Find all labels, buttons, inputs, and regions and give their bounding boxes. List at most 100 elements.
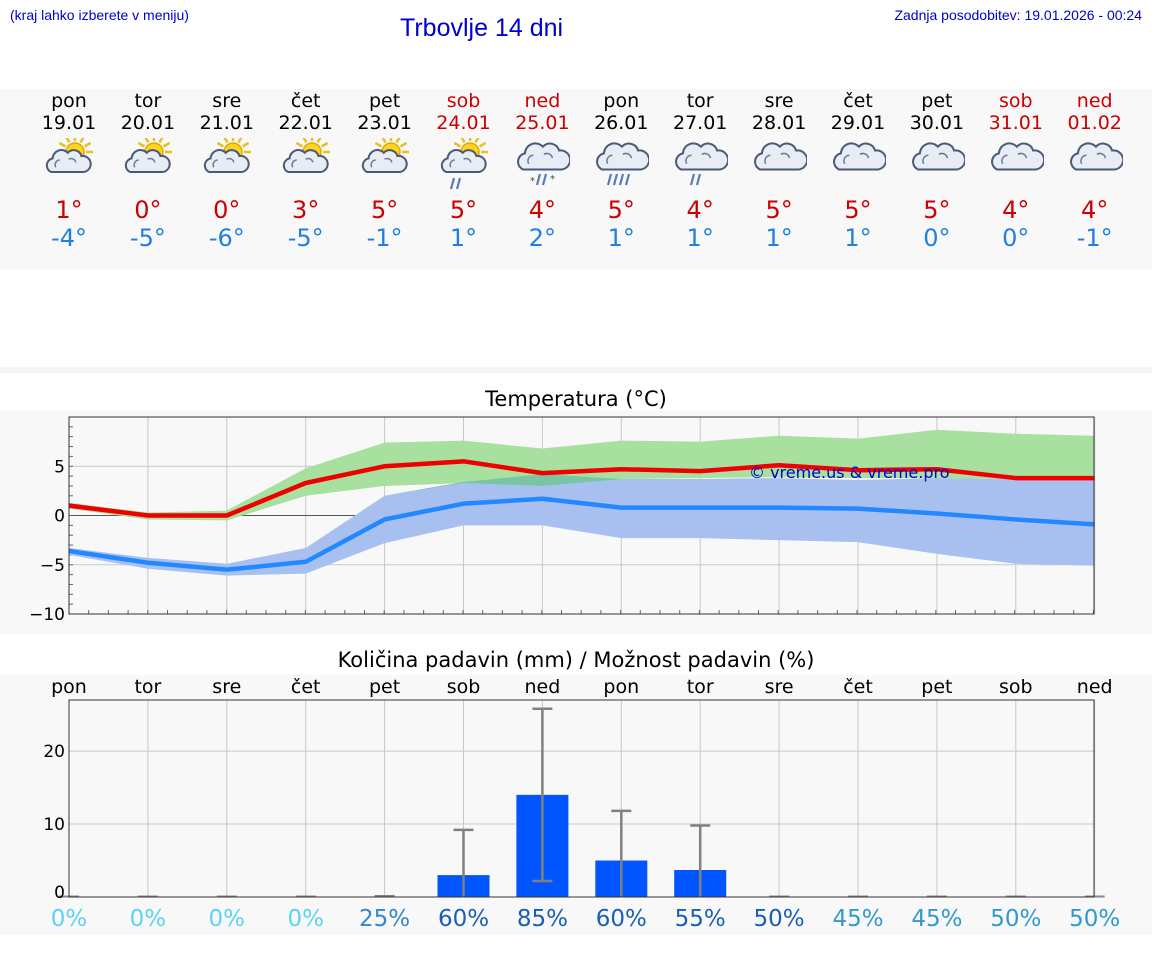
temp-min: 1° [607,224,635,252]
day-name: pon [51,90,87,112]
temp-max: 5° [607,196,635,224]
weather-icon [361,138,409,173]
day-name: pet [921,90,953,112]
precip-probability: 50% [754,906,805,932]
weather-icon [833,142,886,171]
temp-max: 5° [923,196,951,224]
day-axis-label: sob [999,676,1033,698]
sun-cloud-icon [45,138,93,173]
temp-max: 5° [449,196,478,224]
precip-probability: 85% [517,906,568,932]
day-axis-label: čet [843,676,873,698]
cloud-rain-icon [675,142,729,186]
svg-text:*: * [550,174,555,185]
min-temp-line [68,496,1095,572]
temp-max: 0° [134,196,162,224]
weather-icon [675,142,729,186]
cloud-heavy-rain-icon [596,142,650,186]
day-name: čet [843,90,873,112]
y-tick-label: 0 [54,507,65,527]
page-title: Trbovlje 14 dni [400,14,564,42]
day-name: tor [134,90,162,112]
day-date: 01.02 [1067,112,1122,134]
temp-max: 4° [1081,196,1109,224]
day-axis-label: sob [447,676,481,698]
temp-max: 1° [55,196,83,224]
temp-max: 3° [292,196,320,224]
day-column: ned 25.01 * * 4° 2° [502,89,582,252]
weather-icon [124,138,172,173]
day-axis-label: tor [134,676,161,698]
temp-min: -6° [208,224,245,252]
precip-probability: 45% [832,906,883,932]
day-column: pet 30.01 5° 0° [897,89,977,252]
temp-max: 0° [213,196,241,224]
day-axis-label: sre [212,676,241,698]
watermark: © vreme.us & vreme.pro [749,463,950,482]
temp-max: 5° [370,196,399,224]
day-axis-label: ned [1077,676,1113,698]
temp-max: 5° [765,196,793,224]
day-date: 24.01 [436,112,491,134]
day-axis-label: čet [291,676,321,698]
day-date: 25.01 [515,112,570,134]
y-tick-label: 0 [54,883,65,903]
temp-min: 2° [528,224,557,252]
y-tick-label: −5 [40,556,65,576]
temp-min: 0° [923,224,951,252]
y-tick-label: 5 [54,457,65,477]
temp-min: 0° [1002,224,1030,252]
day-column: tor 27.01 4° 1° [660,89,740,252]
weather-icon [1069,142,1123,171]
cloud-sleet-icon: * * [517,142,571,187]
day-name: čet [290,90,321,112]
day-date: 19.01 [41,112,97,134]
sun-cloud-icon [203,138,251,173]
precip-probability: 25% [359,906,410,932]
day-axis-label: tor [687,676,714,698]
weather-icon [45,138,93,173]
day-axis-label: sre [765,676,794,698]
precip-probability: 50% [990,906,1041,932]
precipitation-chart: pon tor sre čet pet sob ned pon tor sre čet pet sob n… [43,676,1120,932]
cloud-icon [754,142,808,171]
day-column: pon 19.01 1° -4° [29,89,109,252]
precip-probability: 55% [675,906,726,932]
day-axis-label: ned [525,676,561,698]
day-name: pon [603,90,640,112]
precip-probability: 0% [209,906,246,932]
day-date: 23.01 [357,112,412,134]
day-date: 26.01 [594,112,649,134]
plot-frame [68,416,1095,615]
day-name: sob [999,90,1033,112]
last-update: Zadnja posodobitev: 19.01.2026 - 00:24 [894,7,1142,23]
day-date: 20.01 [120,112,176,134]
temp-min: -5° [287,224,324,252]
separator [0,367,1152,373]
day-date: 27.01 [672,112,728,134]
day-date: 29.01 [830,112,886,134]
day-axis-label: pet [369,676,400,698]
day-column: tor 20.01 0° -5° [108,89,188,252]
temp-min: -1° [1076,224,1113,252]
temp-min: -5° [129,224,166,252]
precip-probability: 0% [130,906,167,932]
temp-min: 1° [686,224,714,252]
weather-icon [596,142,650,186]
plot-area [69,700,1094,897]
weather-icon [203,138,251,173]
precip-probability: 0% [51,906,88,932]
precip-probability: 50% [1069,906,1120,932]
day-name: pet [368,90,401,112]
day-name: ned [1076,90,1113,112]
forecast-strip [0,89,1152,270]
svg-text:*: * [530,176,535,187]
day-column: čet 29.01 5° 1° [818,89,898,252]
day-column: sre 21.01 0° -6° [187,89,267,252]
day-date: 31.01 [988,112,1043,134]
day-axis-label: pon [51,676,87,698]
day-axis-label: pon [603,676,639,698]
plot-frame [68,699,1095,898]
precip-probability: 60% [596,906,647,932]
y-tick-label: −10 [29,605,65,625]
